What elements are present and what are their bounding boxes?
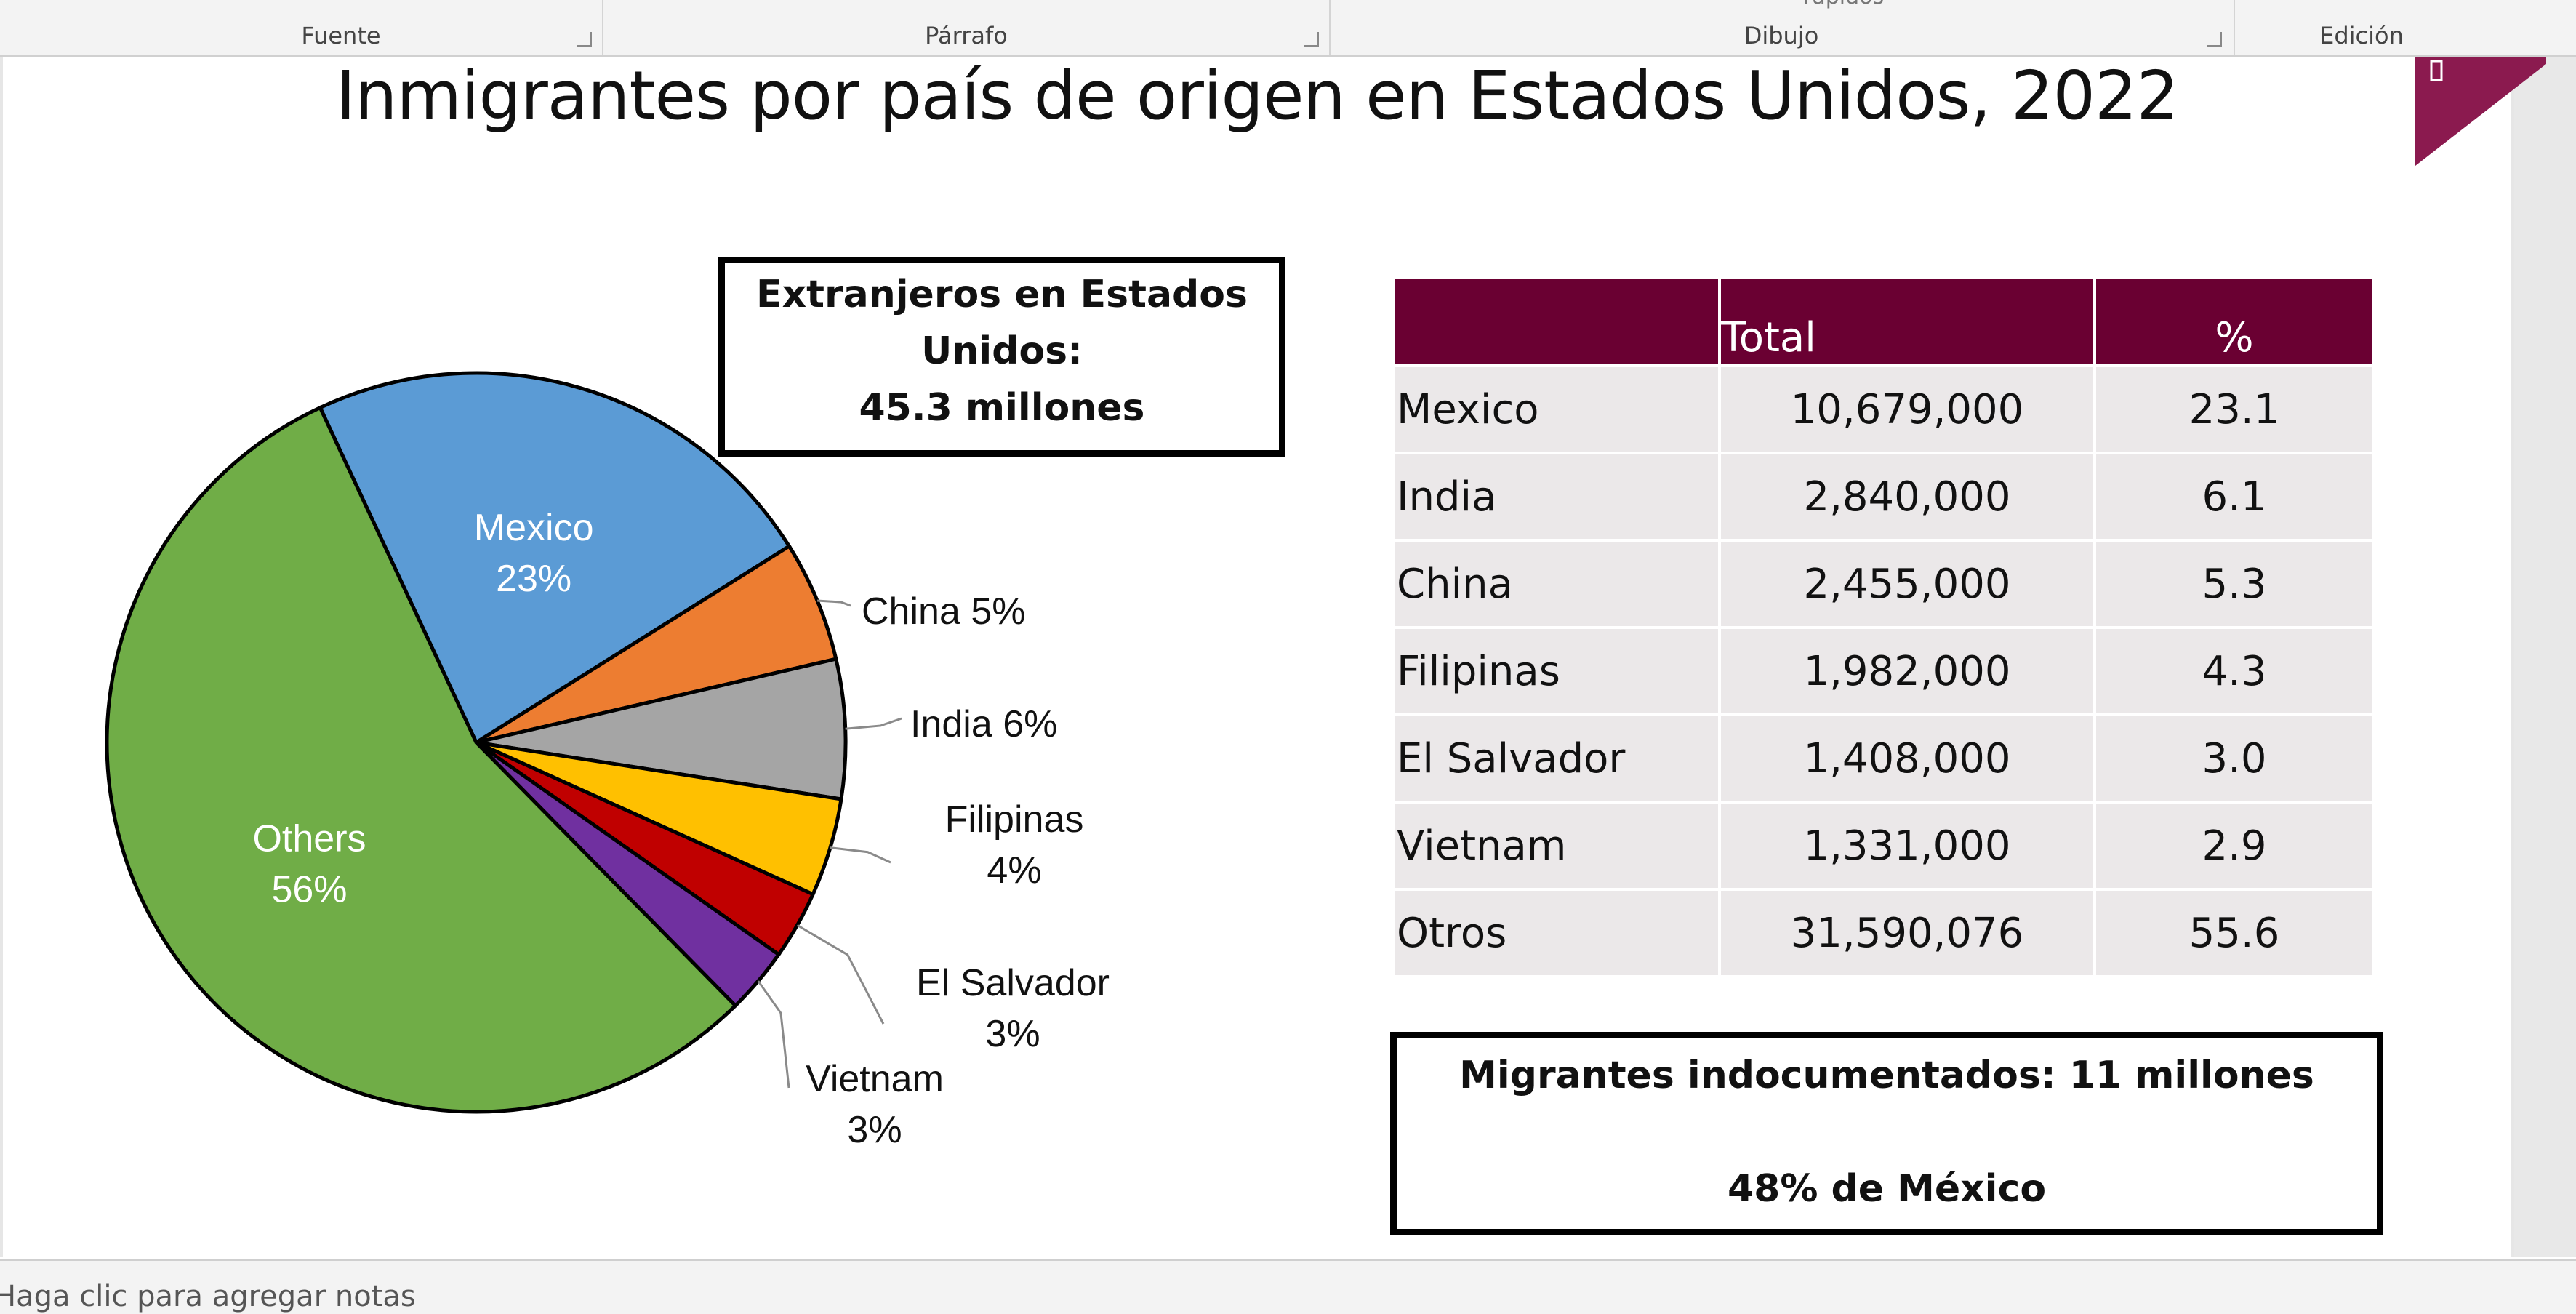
pie-label-text: 56%: [271, 868, 347, 910]
callout-line: 48% de México: [1727, 1167, 2047, 1211]
pie-label-filipinas: Filipinas 4%: [945, 798, 1084, 892]
callout-line: Extranjeros en Estados: [756, 273, 1248, 316]
pie-label-text: 3%: [985, 1013, 1040, 1055]
immigrants-table: Total % Mexico 10,679,000 23.1 India 2,8…: [1395, 279, 2375, 975]
canvas-background: [2511, 57, 2576, 1257]
notes-pane[interactable]: Haga clic para agregar notas: [0, 1259, 2576, 1314]
table-row: Otros 31,590,076 55.6: [1395, 888, 2375, 975]
table-cell-total: 1,408,000: [1721, 713, 2096, 801]
table-cell-total: 10,679,000: [1721, 364, 2096, 452]
ribbon-separator: [602, 0, 603, 55]
table-cell-percent: 23.1: [2096, 364, 2375, 452]
pie-slice-others: [105, 405, 738, 1114]
pie-label-text: Mexico: [474, 507, 594, 549]
leader-line: [757, 980, 790, 1089]
ribbon-group-label: Edición: [2319, 22, 2404, 49]
ribbon-separator: [1329, 0, 1331, 55]
callout-line: 45.3 millones: [859, 386, 1145, 430]
leader-line: [845, 717, 902, 730]
ribbon-group-drawing[interactable]: Dibujo: [1331, 0, 2232, 55]
pie-label-text: Vietnam: [806, 1058, 944, 1100]
pie-chart: Mexico 23% China 5% India 6% Filipinas 4% El S…: [105, 371, 1110, 1147]
pie-slice-india: [476, 657, 848, 801]
table-cell-percent: 4.3: [2096, 626, 2375, 713]
ribbon-group-editing[interactable]: Edición: [2235, 0, 2488, 55]
table-cell-percent: 55.6: [2096, 888, 2375, 975]
pie-label-mexico: Mexico 23%: [474, 507, 594, 600]
pie-label-text: China 5%: [862, 590, 1025, 633]
table-cell-country: Vietnam: [1395, 801, 1721, 888]
pie-label-text: El Salvador: [916, 962, 1110, 1004]
leader-line: [796, 924, 885, 1025]
dialog-launcher-icon[interactable]: [2207, 32, 2222, 47]
table-cell-percent: 2.9: [2096, 801, 2375, 888]
table-row: Vietnam 1,331,000 2.9: [1395, 801, 2375, 888]
table-cell-total: 2,840,000: [1721, 452, 2096, 539]
callout-line: Unidos:: [921, 329, 1083, 373]
leader-line: [816, 599, 851, 607]
table-cell-country: Otros: [1395, 888, 1721, 975]
ribbon-group-label: Dibujo: [1744, 22, 1819, 49]
table-cell-country: Filipinas: [1395, 626, 1721, 713]
ribbon-separator: [2234, 0, 2235, 55]
table-cell-country: China: [1395, 539, 1721, 626]
table-cell-total: 1,982,000: [1721, 626, 2096, 713]
pie-label-others: Others 56%: [252, 817, 366, 910]
pie-slice-mexico: [317, 371, 792, 745]
callout-spacer: [1397, 1104, 2377, 1161]
table-cell-percent: 6.1: [2096, 452, 2375, 539]
table-cell-country: India: [1395, 452, 1721, 539]
foreign-population-callout: Extranjeros en Estados Unidos: 45.3 mill…: [718, 257, 1285, 457]
dialog-launcher-icon[interactable]: [1304, 32, 1319, 47]
leader-line: [830, 846, 891, 864]
ribbon-group-label: Fuente: [301, 22, 381, 49]
ribbon-group-paragraph[interactable]: Párrafo: [603, 0, 1329, 55]
table-cell-total: 1,331,000: [1721, 801, 2096, 888]
table-cell-total: 31,590,076: [1721, 888, 2096, 975]
ribbon: rápidos Fuente Párrafo Dibujo Edición: [0, 0, 2576, 57]
pie-label-text: India 6%: [910, 703, 1057, 745]
pie-label-vietnam: Vietnam 3%: [806, 1058, 944, 1147]
table-header-cell: Total: [1721, 279, 2096, 364]
table-row: India 2,840,000 6.1: [1395, 452, 2375, 539]
pie-label-text: Others: [252, 817, 366, 860]
pie-label-text: 4%: [987, 849, 1041, 892]
pie-label-text: 23%: [496, 558, 571, 600]
ribbon-group-font[interactable]: Fuente: [80, 0, 602, 55]
pie-label-text: Filipinas: [945, 798, 1084, 841]
table-cell-total: 2,455,000: [1721, 539, 2096, 626]
pie-label-india: India 6%: [910, 703, 1057, 745]
table-row: Mexico 10,679,000 23.1: [1395, 364, 2375, 452]
undocumented-callout: Migrantes indocumentados: 11 millones 48…: [1390, 1032, 2383, 1235]
callout-line: Migrantes indocumentados: 11 millones: [1459, 1054, 2314, 1097]
table-row: El Salvador 1,408,000 3.0: [1395, 713, 2375, 801]
table-cell-country: El Salvador: [1395, 713, 1721, 801]
pie-label-el-salvador: El Salvador 3%: [916, 962, 1110, 1055]
pie-slice-china: [475, 543, 838, 745]
slide-title: Inmigrantes por país de origen en Estado…: [335, 57, 2179, 135]
table-row: China 2,455,000 5.3: [1395, 539, 2375, 626]
pie-label-china: China 5%: [862, 590, 1025, 633]
corner-logo-icon: [2415, 57, 2546, 166]
pie-label-text: 3%: [847, 1109, 902, 1147]
dialog-launcher-icon[interactable]: [577, 32, 592, 47]
table-cell-percent: 5.3: [2096, 539, 2375, 626]
table-header-cell: [1395, 279, 1721, 364]
ribbon-partial-label: rápidos: [1803, 0, 1884, 9]
notes-placeholder[interactable]: Haga clic para agregar notas: [0, 1280, 416, 1313]
table-header-cell: %: [2096, 279, 2375, 364]
table-header-row: Total %: [1395, 279, 2375, 364]
table-cell-country: Mexico: [1395, 364, 1721, 452]
table-row: Filipinas 1,982,000 4.3: [1395, 626, 2375, 713]
ribbon-group-label: Párrafo: [925, 22, 1008, 49]
table-cell-percent: 3.0: [2096, 713, 2375, 801]
